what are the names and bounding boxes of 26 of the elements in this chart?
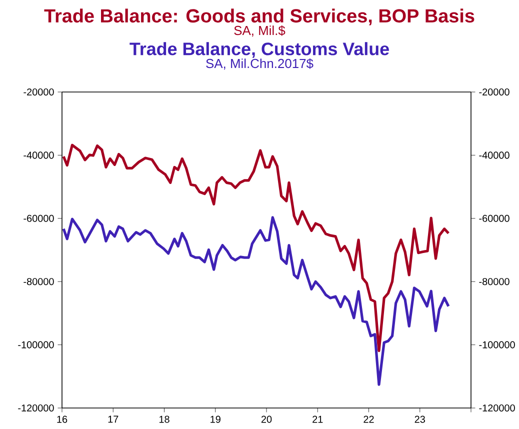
y2-tick-label: -60000 (479, 214, 510, 222)
y2-tick-label: -80000 (479, 278, 510, 286)
y-tick-label: -40000 (24, 152, 54, 159)
y2-tick-label: -40000 (479, 152, 510, 159)
y-tick-label: -120000 (18, 404, 54, 412)
y2-tick-label: -120000 (479, 404, 515, 412)
x-tick-label: 23 (414, 416, 425, 423)
x-tick-label: 18 (159, 416, 170, 423)
text: SA, Mil.$ (234, 25, 286, 37)
x-tick-label: 19 (210, 416, 220, 423)
text: Trade Balance, Customs Value (130, 42, 389, 58)
y2-tick-label: -20000 (479, 88, 510, 96)
x-tick-label: 16 (57, 416, 68, 423)
text: Trade Balance: Goods and Services, BOP Basis (44, 8, 474, 26)
x-tick-label: 21 (312, 416, 323, 423)
y2-tick-label: -100000 (479, 341, 515, 348)
x-tick-label: 17 (108, 416, 118, 423)
line-series (62, 144, 450, 352)
line-series (62, 216, 450, 386)
x-tick-label: 20 (261, 416, 272, 423)
x-tick-label: 22 (364, 416, 374, 423)
y-tick-label: -20000 (24, 88, 54, 96)
y-tick-label: -60000 (24, 214, 54, 222)
y-tick-label: -100000 (18, 341, 54, 348)
y-tick-label: -80000 (24, 278, 54, 286)
text: SA, Mil.Chn.2017$ (206, 58, 314, 70)
